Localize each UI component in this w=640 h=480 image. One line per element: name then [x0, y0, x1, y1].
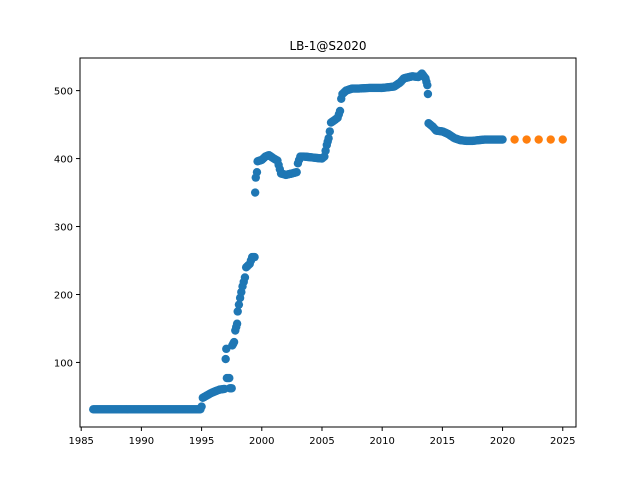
observed-point — [240, 273, 250, 282]
observed-point — [250, 252, 259, 262]
projected-point — [510, 135, 519, 144]
x-tick-label: 1995 — [189, 436, 214, 447]
points-layer — [89, 69, 567, 414]
x-tick-label: 2015 — [430, 436, 455, 447]
observed-point — [335, 106, 345, 116]
y-tick-label: 400 — [54, 155, 73, 166]
x-tick-label: 1990 — [129, 436, 154, 447]
plot-frame — [79, 57, 577, 428]
observed-point — [423, 89, 433, 99]
y-tick-label: 500 — [54, 87, 73, 98]
observed-point — [227, 384, 236, 393]
observed-point — [197, 402, 206, 411]
observed-point — [234, 300, 244, 309]
y-tick-label: 100 — [54, 358, 73, 369]
x-tick-label: 2000 — [249, 436, 274, 447]
projected-point — [522, 135, 531, 144]
observed-point — [221, 354, 230, 364]
observed-point — [229, 337, 239, 347]
projected-point — [546, 135, 555, 144]
chart-title: LB-1@S2020 — [289, 39, 366, 53]
observed-point — [250, 188, 260, 197]
observed-point — [498, 135, 507, 144]
x-tick-label: 2025 — [550, 436, 575, 447]
x-tick-label: 2020 — [490, 436, 515, 447]
x-tick-label: 2010 — [369, 436, 394, 447]
y-tick-label: 300 — [54, 223, 73, 234]
observed-point — [225, 373, 234, 383]
observed-point — [252, 167, 262, 177]
x-tick-label: 2005 — [309, 436, 334, 447]
projected-point — [558, 135, 567, 144]
axes-layer: 1985 1990 1995 2000 2005 2010 2015 2020 2025 100 2… — [54, 87, 576, 447]
observed-point — [423, 80, 432, 90]
observed-point — [232, 319, 242, 328]
projected-point — [534, 135, 543, 144]
y-tick-label: 200 — [54, 290, 73, 301]
x-tick-label: 1985 — [68, 436, 93, 447]
observed-point — [292, 167, 301, 177]
observed-point — [324, 133, 333, 143]
observed-point — [325, 127, 335, 136]
observed-point — [233, 307, 242, 316]
